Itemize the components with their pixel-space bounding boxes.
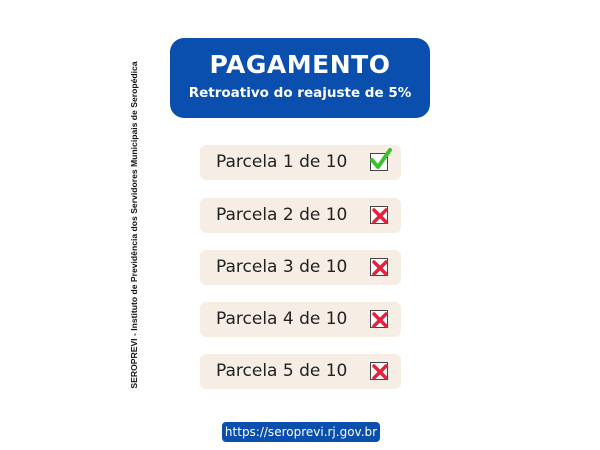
x-icon <box>372 364 388 380</box>
installment-label: Parcela 4 de 10 <box>216 309 348 329</box>
check-icon <box>370 148 392 169</box>
checkbox-crossed-icon <box>370 206 388 224</box>
installment-card: Parcela 1 de 10 <box>200 145 401 180</box>
checkbox-crossed-icon <box>370 258 388 276</box>
website-link[interactable]: https://seroprevi.rj.gov.br <box>222 422 380 442</box>
installment-card: Parcela 4 de 10 <box>200 302 401 337</box>
x-icon <box>372 312 388 328</box>
x-icon <box>372 260 388 276</box>
checkbox-checked-icon <box>370 148 392 171</box>
header-banner: PAGAMENTO Retroativo do reajuste de 5% <box>170 38 430 118</box>
installment-card: Parcela 3 de 10 <box>200 250 401 285</box>
installment-label: Parcela 2 de 10 <box>216 205 348 225</box>
installment-label: Parcela 3 de 10 <box>216 257 348 277</box>
installment-card: Parcela 2 de 10 <box>200 198 401 233</box>
installment-label: Parcela 1 de 10 <box>216 152 348 172</box>
checkbox-crossed-icon <box>370 310 388 328</box>
checkbox-crossed-icon <box>370 362 388 380</box>
sidebar-institution-text: SEROPREVI - Instituto de Previdência dos… <box>129 61 139 389</box>
page-title: PAGAMENTO <box>209 50 391 79</box>
x-icon <box>372 208 388 224</box>
page-subtitle: Retroativo do reajuste de 5% <box>188 85 412 101</box>
installment-label: Parcela 5 de 10 <box>216 361 348 381</box>
installment-card: Parcela 5 de 10 <box>200 354 401 389</box>
